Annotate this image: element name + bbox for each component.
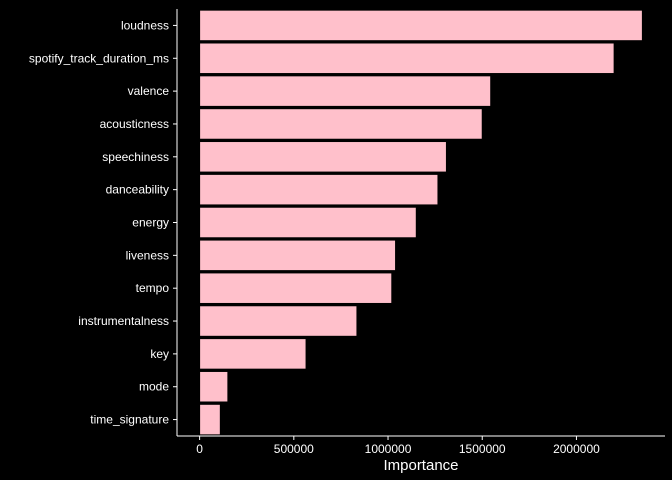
x-tick-label-500000: 500000 — [274, 442, 314, 456]
x-tick-label-2000000: 2000000 — [553, 442, 600, 456]
bar-spotify_track_duration_ms — [199, 42, 615, 75]
bar-speechiness — [199, 141, 447, 173]
y-tick-label-instrumentalness: instrumentalness — [78, 314, 169, 328]
bar-liveness — [199, 239, 397, 272]
bar-danceability — [199, 173, 439, 206]
y-tick-label-danceability: danceability — [106, 183, 169, 197]
bar-mode — [199, 370, 229, 403]
y-tick-label-liveness: liveness — [126, 248, 169, 262]
bar-loudness — [199, 9, 643, 42]
x-tick-label-1000000: 1000000 — [365, 442, 412, 456]
y-tick-label-time_signature: time_signature — [90, 413, 169, 427]
bars-group — [199, 9, 643, 436]
y-tick-label-tempo: tempo — [136, 281, 170, 295]
bar-tempo — [199, 272, 393, 304]
x-axis-title: Importance — [383, 457, 458, 474]
y-tick-label-acousticness: acousticness — [100, 117, 169, 131]
bar-energy — [199, 206, 417, 239]
x-tick-label-1500000: 1500000 — [459, 442, 506, 456]
y-tick-label-spotify_track_duration_ms: spotify_track_duration_ms — [29, 51, 169, 65]
y-tick-label-loudness: loudness — [121, 18, 169, 32]
y-tick-label-energy: energy — [132, 216, 169, 230]
x-ticks-group: 0 500000 1000000 1500000 2000000 — [196, 436, 600, 456]
y-tick-label-speechiness: speechiness — [102, 150, 169, 164]
bar-acousticness — [199, 108, 483, 140]
bar-time_signature — [199, 403, 221, 436]
bar-key — [199, 338, 307, 370]
y-tick-label-key: key — [150, 347, 169, 361]
bar-valence — [199, 75, 492, 107]
y-tick-label-mode: mode — [139, 380, 169, 394]
y-tick-label-valence: valence — [128, 84, 170, 98]
y-tick-labels: loudness spotify_track_duration_msvalence… — [29, 18, 177, 427]
x-tick-label-0: 0 — [196, 442, 203, 456]
bar-instrumentalness — [199, 305, 358, 337]
